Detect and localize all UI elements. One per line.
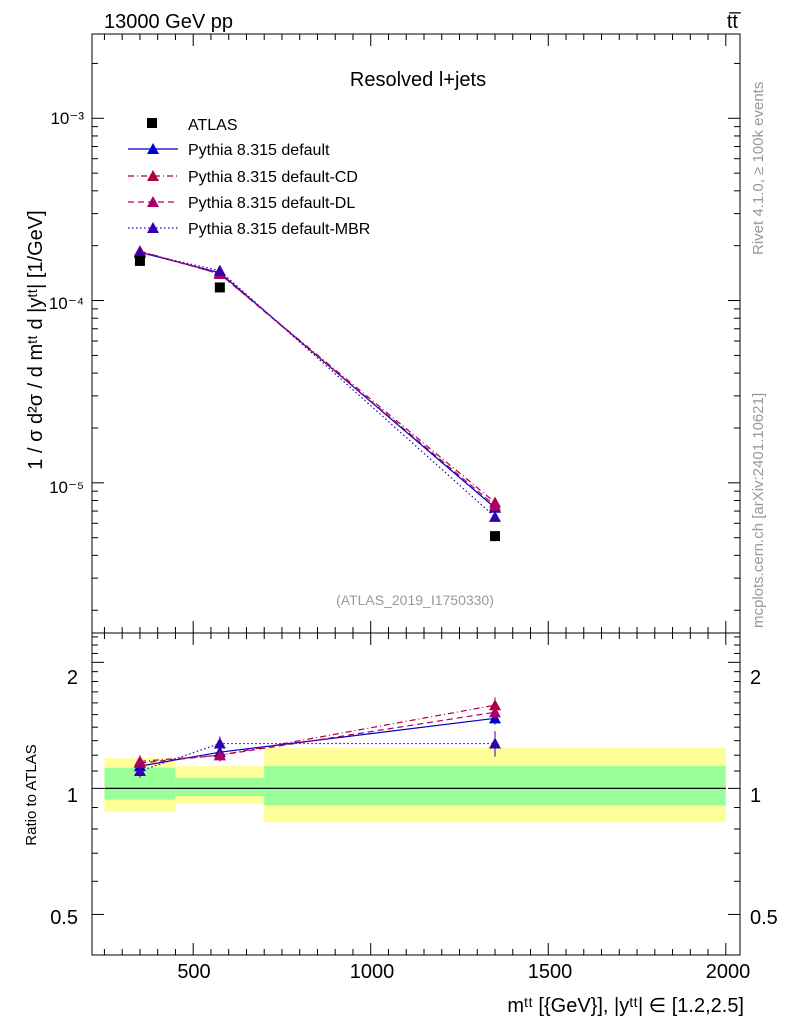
energy-label: 13000 GeV pp xyxy=(104,11,233,33)
mc-marker xyxy=(489,737,502,749)
legend-marker-triangle xyxy=(147,170,159,181)
data-point xyxy=(214,282,225,293)
process-label: tt̅ xyxy=(727,11,741,33)
legend-label: Pythia 8.315 default xyxy=(188,142,330,159)
axes xyxy=(91,33,741,956)
legend-entry-default: Pythia 8.315 default xyxy=(128,142,330,159)
ratio-ytick-label: 1 xyxy=(67,785,78,807)
mc-marker xyxy=(213,737,226,749)
mc-series-line xyxy=(139,250,496,503)
legend-entry-default-mbr: Pythia 8.315 default-MBR xyxy=(128,221,370,238)
legend-marker-square xyxy=(147,118,157,128)
legend-label: Pythia 8.315 default-DL xyxy=(188,195,355,212)
ratio-frame xyxy=(91,632,741,956)
xtick-label: 500 xyxy=(177,961,210,983)
mc-marker xyxy=(133,246,146,258)
mc-series-line xyxy=(139,251,496,509)
mc-marker xyxy=(489,499,502,511)
mc-marker xyxy=(489,510,502,522)
main-ylabel: 1 / σ d²σ / d mᵗᵗ d |yᵗᵗ| [1/GeV] xyxy=(25,210,47,469)
rivet-version-label: Rivet 4.1.0, ≥ 100k events xyxy=(750,82,767,255)
ratio-plot-area xyxy=(104,747,726,823)
mc-marker xyxy=(213,749,226,761)
legend-marker-triangle xyxy=(147,196,159,207)
legend-marker-triangle xyxy=(147,143,159,154)
mc-marker xyxy=(489,699,502,711)
mc-marker xyxy=(133,756,146,768)
ratio-ytick-label-right: 2 xyxy=(750,667,761,689)
legend-label: ATLAS xyxy=(188,117,238,134)
legend: ATLAS Pythia 8.315 default Pythia 8.315 … xyxy=(128,117,370,238)
mcplots-label: mcplots.cern.ch [arXiv:2401.10621] xyxy=(750,393,767,628)
ratio-ytick-label-right: 1 xyxy=(750,785,761,807)
main-ytick-label: 10⁻³ xyxy=(50,109,84,128)
analysis-id: (ATLAS_2019_I1750330) xyxy=(336,592,494,608)
mc-series-line xyxy=(139,250,496,507)
legend-label: Pythia 8.315 default-MBR xyxy=(188,221,370,238)
legend-marker-triangle xyxy=(147,222,159,233)
data-point xyxy=(490,531,501,542)
mc-marker xyxy=(213,264,226,276)
stat-uncertainty-band xyxy=(264,766,726,806)
ratio-ytick-label: 0.5 xyxy=(50,907,78,929)
legend-label: Pythia 8.315 default-CD xyxy=(188,169,358,186)
mc-marker xyxy=(489,706,502,718)
ratio-ytick-label: 2 xyxy=(67,667,78,689)
ratio-plot-marks xyxy=(133,697,502,778)
legend-entry-default-cd: Pythia 8.315 default-CD xyxy=(128,169,358,186)
xtick-label: 1000 xyxy=(350,961,395,983)
stat-uncertainty-band xyxy=(175,777,265,796)
ratio-ytick-label-right: 0.5 xyxy=(750,907,778,929)
mc-marker xyxy=(133,765,146,777)
ratio-ylabel: Ratio to ATLAS xyxy=(23,744,40,845)
plot-title: Resolved l+jets xyxy=(350,69,486,91)
mc-series-line xyxy=(139,252,496,518)
legend-entry-default-dl: Pythia 8.315 default-DL xyxy=(128,195,355,212)
xtick-label: 1500 xyxy=(528,961,573,983)
xtick-label: 2000 xyxy=(706,961,751,983)
main-ytick-label: 10⁻⁴ xyxy=(49,294,84,313)
main-ytick-label: 10⁻⁵ xyxy=(49,478,84,497)
xaxis-label: mᵗᵗ [{GeV}], |yᵗᵗ| ∈ [1.2,2.5] xyxy=(507,995,744,1017)
main-plot-marks xyxy=(133,245,502,542)
data-point xyxy=(134,255,145,266)
legend-entry-atlas: ATLAS xyxy=(147,117,238,134)
